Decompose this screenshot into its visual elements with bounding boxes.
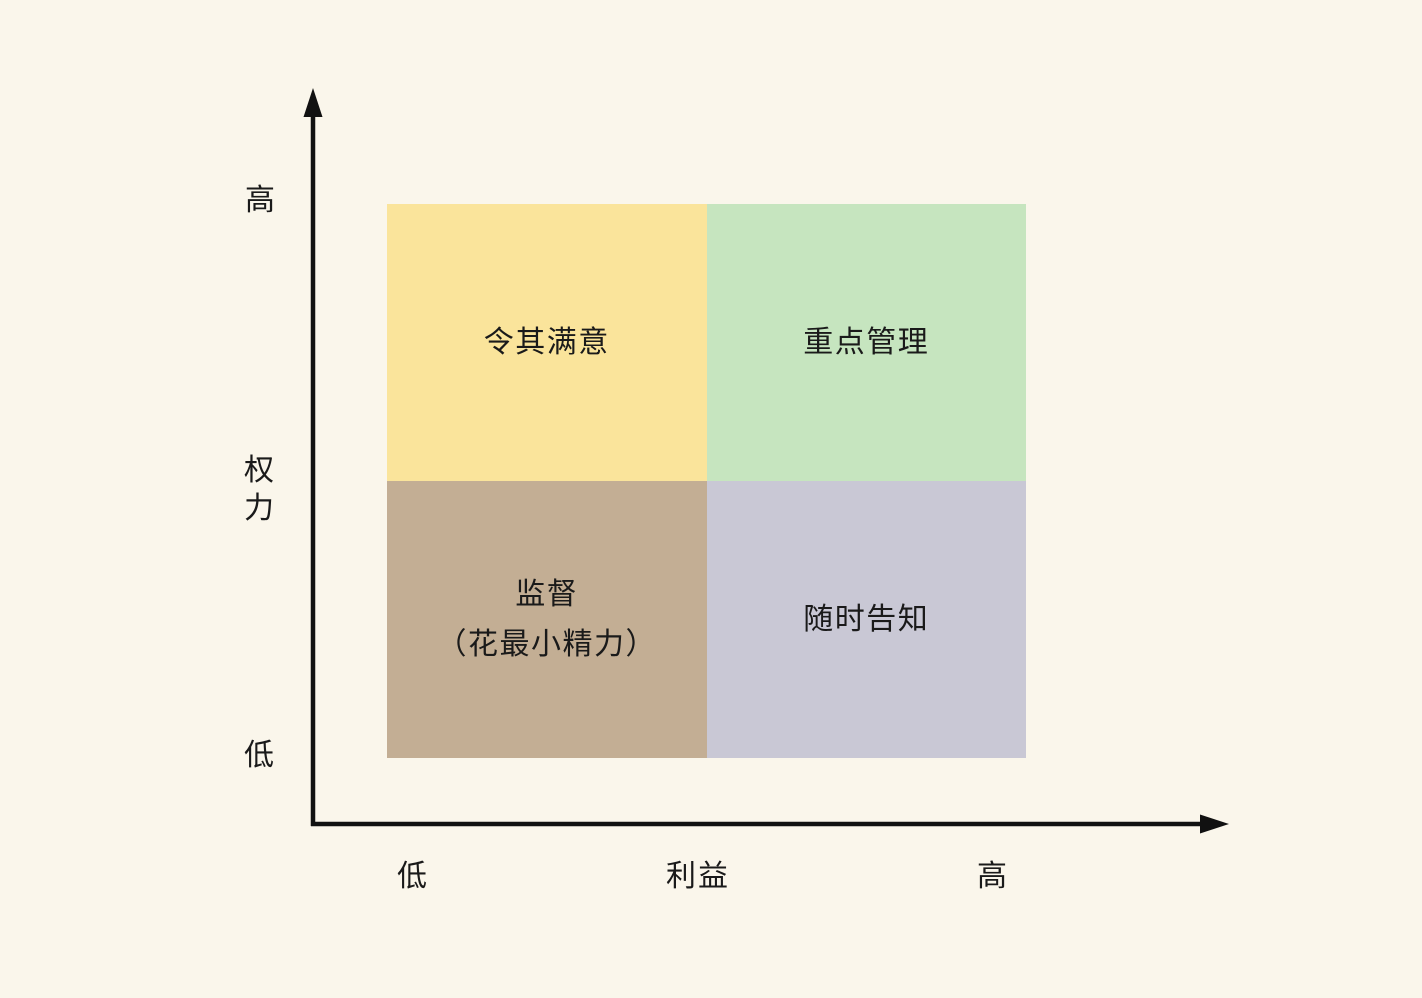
x-axis-arrowhead-icon <box>1200 814 1229 834</box>
quadrant-top-left: 令其满意 <box>387 204 707 481</box>
y-axis-title-char: 权 <box>244 454 274 487</box>
x-axis-high-label: 高 <box>977 860 1009 893</box>
quadrant-grid: 令其满意 重点管理 监督 （花最小精力） 随时告知 <box>387 204 1026 758</box>
quadrant-label: （花最小精力） <box>436 627 657 661</box>
quadrant-top-right: 重点管理 <box>706 204 1026 481</box>
x-axis-title: 利益 <box>666 860 730 893</box>
quadrant-label: 监督 <box>515 578 579 611</box>
quadrant-bottom-left: 监督 （花最小精力） <box>387 481 707 758</box>
quadrant-label: 随时告知 <box>803 602 930 636</box>
y-axis-arrowhead-icon <box>303 88 323 117</box>
y-axis-title-char: 力 <box>244 492 274 525</box>
y-axis-low-label: 低 <box>244 739 276 772</box>
quadrant-bottom-right: 随时告知 <box>706 481 1026 758</box>
y-axis-title: 权 力 <box>244 452 274 528</box>
quadrant-label: 重点管理 <box>803 325 930 359</box>
quadrant-label: 令其满意 <box>483 325 610 359</box>
y-axis-high-label: 高 <box>245 184 277 217</box>
x-axis-low-label: 低 <box>397 860 429 893</box>
